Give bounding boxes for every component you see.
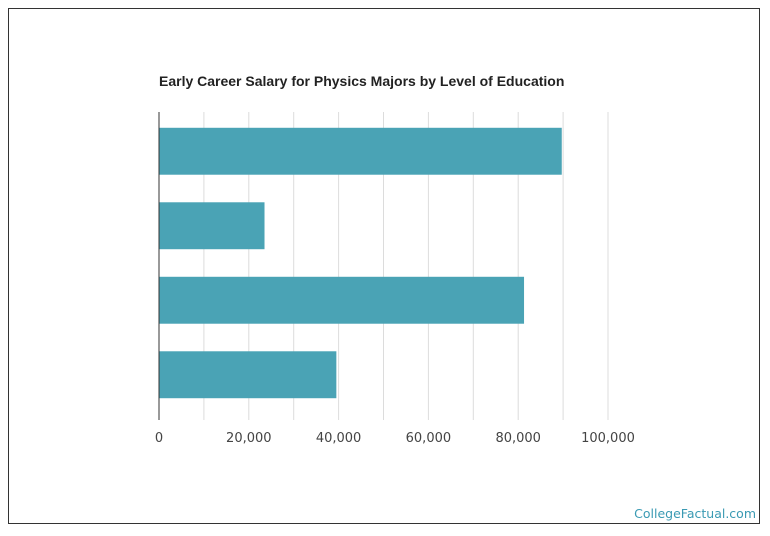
bars [159,127,562,399]
x-tick-label: 20,000 [226,431,272,446]
bar-1[interactable] [159,127,562,175]
brand-link[interactable]: CollegeFactual.com [634,506,756,521]
x-tick-label: 100,000 [581,431,635,446]
bar-2[interactable] [159,202,265,250]
x-tick-label: 60,000 [406,431,452,446]
bar-3[interactable] [159,276,525,324]
x-tick-label: 0 [155,431,163,446]
bar-4[interactable] [159,351,337,399]
x-axis-ticks: 0 20,000 40,000 60,000 80,000 100,000 [155,431,635,446]
x-tick-label: 40,000 [316,431,362,446]
x-tick-label: 80,000 [495,431,541,446]
chart-title: Early Career Salary for Physics Majors b… [159,73,565,89]
